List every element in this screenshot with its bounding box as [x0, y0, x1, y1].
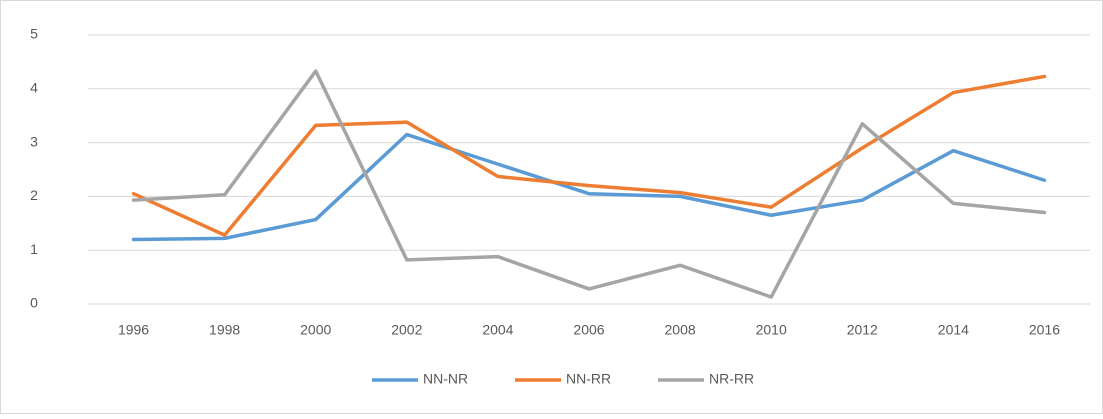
x-tick-label: 2014	[938, 322, 969, 338]
legend-label: NN-RR	[566, 371, 611, 387]
x-tick-label: 1996	[118, 322, 149, 338]
y-tick-label: 4	[30, 80, 38, 96]
x-tick-label: 2010	[756, 322, 787, 338]
legend-label: NN-NR	[423, 371, 468, 387]
series-line	[131, 74, 1047, 237]
x-tick-label: 2000	[300, 322, 331, 338]
x-tick-label: 2008	[665, 322, 696, 338]
y-tick-label: 5	[30, 26, 38, 42]
x-tick-label: 1998	[209, 322, 240, 338]
x-tick-label: 2016	[1029, 322, 1060, 338]
legend-label: NR-RR	[709, 371, 754, 387]
y-tick-label: 1	[30, 241, 38, 257]
x-tick-label: 2006	[573, 322, 604, 338]
x-tick-label: 2004	[482, 322, 513, 338]
x-tick-label: 2002	[391, 322, 422, 338]
y-tick-label: 3	[30, 133, 38, 149]
series-line	[131, 69, 1047, 299]
series-line	[131, 132, 1047, 242]
y-tick-label: 0	[30, 295, 38, 311]
x-tick-label: 2012	[847, 322, 878, 338]
y-tick-label: 2	[30, 187, 38, 203]
